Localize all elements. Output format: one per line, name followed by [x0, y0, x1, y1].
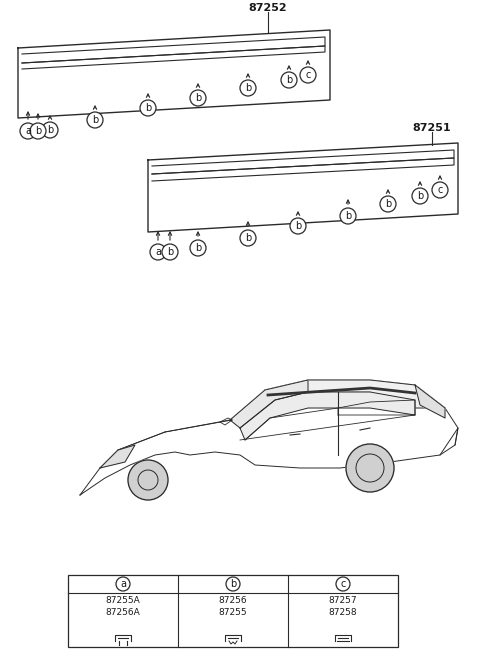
Circle shape: [240, 230, 256, 246]
Circle shape: [20, 123, 36, 139]
Text: b: b: [230, 579, 236, 589]
Text: 87256
87255: 87256 87255: [219, 596, 247, 617]
Circle shape: [162, 244, 178, 260]
Circle shape: [150, 244, 166, 260]
Text: b: b: [245, 83, 251, 93]
Circle shape: [87, 112, 103, 128]
Polygon shape: [265, 380, 445, 408]
Circle shape: [190, 90, 206, 106]
Text: a: a: [120, 579, 126, 589]
Circle shape: [300, 67, 316, 83]
Text: c: c: [305, 70, 311, 80]
Circle shape: [42, 122, 58, 138]
Text: b: b: [295, 221, 301, 231]
Text: b: b: [92, 115, 98, 125]
Circle shape: [190, 240, 206, 256]
Text: b: b: [195, 93, 201, 103]
Text: b: b: [417, 191, 423, 201]
Circle shape: [281, 72, 297, 88]
Circle shape: [116, 577, 130, 591]
Text: b: b: [345, 211, 351, 221]
Polygon shape: [230, 380, 308, 428]
Bar: [68, 575, 398, 647]
Circle shape: [290, 218, 306, 234]
Text: c: c: [340, 579, 346, 589]
Text: a: a: [155, 247, 161, 257]
Text: b: b: [195, 243, 201, 253]
Text: b: b: [245, 233, 251, 243]
Text: b: b: [35, 126, 41, 136]
Circle shape: [128, 460, 168, 500]
Text: b: b: [286, 75, 292, 85]
Circle shape: [226, 577, 240, 591]
Text: a: a: [25, 126, 31, 136]
Polygon shape: [240, 392, 415, 440]
Text: 87255A
87256A: 87255A 87256A: [106, 596, 140, 617]
Circle shape: [240, 80, 256, 96]
Text: 87252: 87252: [249, 3, 288, 13]
Circle shape: [336, 577, 350, 591]
Circle shape: [380, 196, 396, 212]
Circle shape: [412, 188, 428, 204]
Text: c: c: [437, 185, 443, 195]
Text: b: b: [145, 103, 151, 113]
Text: 87257
87258: 87257 87258: [329, 596, 357, 617]
Circle shape: [140, 100, 156, 116]
Polygon shape: [415, 385, 445, 418]
Circle shape: [346, 444, 394, 492]
Text: b: b: [167, 247, 173, 257]
Polygon shape: [80, 380, 458, 495]
Text: b: b: [47, 125, 53, 135]
Polygon shape: [100, 445, 135, 468]
Circle shape: [432, 182, 448, 198]
Text: b: b: [385, 199, 391, 209]
Text: 87251: 87251: [413, 123, 451, 133]
Circle shape: [30, 123, 46, 139]
Circle shape: [340, 208, 356, 224]
